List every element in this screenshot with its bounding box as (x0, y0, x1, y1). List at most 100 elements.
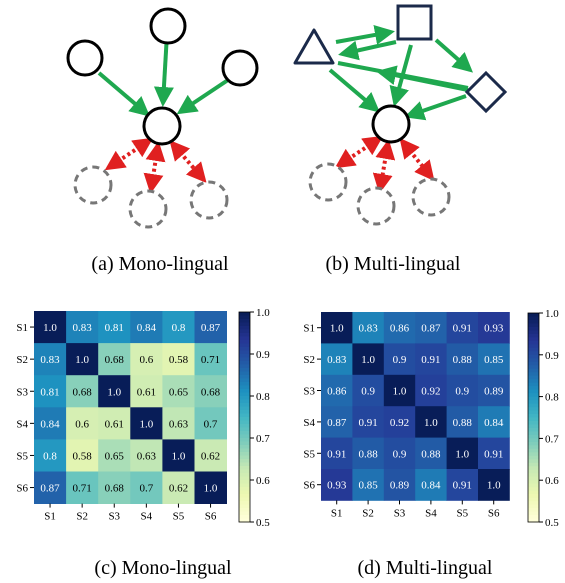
cell-value-label: 1.0 (424, 417, 438, 429)
heatmap-cell (352, 469, 385, 501)
row-tick-label: S5 (303, 448, 315, 460)
cell-value-label: 0.9 (393, 448, 407, 460)
heatmap-cell (446, 343, 479, 376)
heatmap-cell (162, 407, 195, 440)
colorbar-segment (528, 358, 539, 363)
colorbar-segment (239, 445, 250, 450)
cell-value-label: 0.92 (421, 386, 440, 398)
colorbar-segment (528, 417, 539, 422)
colorbar-segment (528, 480, 539, 485)
cell-value-label: 1.0 (43, 322, 57, 334)
colorbar-tick-label: 0.6 (545, 475, 559, 487)
colorbar-segment (528, 368, 539, 373)
colorbar-segment (528, 469, 539, 474)
colorbar-segment (528, 490, 539, 495)
cell-value-label: 0.63 (137, 450, 157, 462)
colorbar-segment (239, 466, 250, 471)
neighbor-node (66, 39, 104, 77)
heatmap-cell (98, 407, 131, 440)
colorbar-tick-label: 0.6 (256, 475, 270, 487)
heatmap-cell (352, 374, 385, 407)
col-tick-label: S6 (205, 511, 217, 523)
colorbar-tick-label: 0.5 (256, 517, 270, 529)
cell-value-label: 0.92 (390, 417, 409, 429)
negative-edge (399, 137, 435, 182)
heatmap-cell (352, 343, 385, 376)
cell-value-label: 0.83 (40, 354, 60, 366)
cell-value-label: 0.6 (75, 418, 89, 430)
heatmap-cell (162, 439, 195, 472)
heatmap-cell (478, 437, 510, 470)
colorbar-tick-label: 0.5 (545, 517, 559, 529)
heatmap-cell (321, 406, 353, 438)
colorbar-segment (239, 438, 250, 443)
heatmap-cell (383, 374, 416, 407)
cell-value-label: 0.65 (169, 386, 189, 398)
colorbar-segment (528, 459, 539, 464)
positive-edge (389, 44, 413, 107)
heatmap-cell (162, 311, 195, 344)
heatmap-cell (130, 471, 163, 504)
heatmap-cell (98, 311, 131, 344)
colorbar-segment (239, 483, 250, 488)
colorbar-tick-label: 0.8 (545, 392, 559, 404)
colorbar-segment (528, 333, 539, 338)
cell-value-label: 0.68 (73, 386, 93, 398)
cell-value-label: 1.0 (172, 450, 186, 462)
cell-value-label: 0.84 (421, 480, 441, 492)
heatmap-cell (383, 469, 416, 501)
colorbar-segment (239, 322, 250, 327)
cell-value-label: 0.91 (453, 323, 472, 335)
cell-value-label: 0.84 (137, 322, 157, 334)
row-tick-label: S3 (16, 386, 28, 398)
cell-value-label: 0.71 (201, 354, 220, 366)
heatmap-cell (98, 471, 131, 504)
colorbar-segment (239, 350, 250, 355)
colorbar-segment (239, 410, 250, 415)
cell-value-label: 0.63 (169, 418, 189, 430)
cell-value-label: 0.87 (327, 417, 347, 429)
col-tick-label: S5 (173, 511, 185, 523)
cell-value-label: 0.88 (421, 448, 441, 460)
heatmap-cell (130, 375, 163, 408)
colorbar-segment (528, 427, 539, 433)
heatmap-cell (66, 311, 99, 344)
colorbar-segment (239, 392, 250, 397)
colorbar-segment (239, 329, 250, 334)
negative-edge (104, 137, 154, 171)
colorbar-segment (239, 455, 250, 460)
central-node (142, 106, 182, 146)
cell-value-label: 1.0 (455, 448, 469, 460)
positive-edge (434, 38, 473, 73)
row-tick-label: S4 (16, 418, 28, 430)
negative-edge (372, 139, 396, 194)
colorbar-segment (528, 323, 539, 328)
heatmap-cell (130, 311, 163, 344)
heatmap-cell (478, 312, 510, 344)
colorbar-frame (238, 311, 251, 523)
colorbar-segment (528, 504, 539, 509)
colorbar-segment (528, 455, 539, 460)
row-tick-label: S2 (303, 354, 315, 366)
heatmap-cell (194, 375, 227, 408)
colorbar-segment (528, 487, 539, 492)
colorbar-segment (239, 459, 250, 464)
heatmap-cell (194, 407, 227, 440)
colorbar-segment (239, 480, 250, 485)
heatmap-cell (34, 343, 67, 376)
col-tick-label: S4 (425, 507, 437, 519)
cell-value-label: 1.0 (139, 418, 153, 430)
colorbar-tick-label: 0.9 (545, 350, 559, 362)
row-tick-label: S6 (16, 483, 28, 495)
colorbar-segment (239, 403, 250, 408)
colorbar-segment (528, 511, 539, 516)
heatmap-cell (478, 406, 510, 438)
colorbar-segment (239, 424, 250, 429)
cell-value-label: 0.83 (73, 322, 93, 334)
heatmap-cell (34, 375, 67, 408)
heatmap-cell (446, 312, 479, 344)
dashed-node (356, 186, 396, 226)
positive-edge (338, 40, 397, 61)
heatmap-cell (446, 374, 479, 407)
heatmap-cell (415, 469, 447, 501)
